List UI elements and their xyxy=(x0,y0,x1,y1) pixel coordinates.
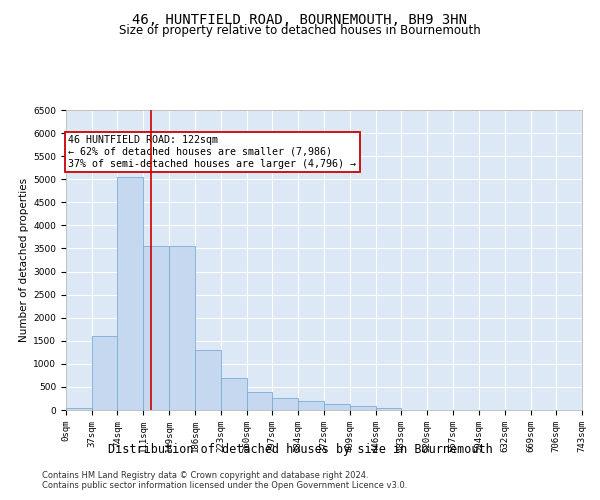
Text: 46 HUNTFIELD ROAD: 122sqm
← 62% of detached houses are smaller (7,986)
37% of se: 46 HUNTFIELD ROAD: 122sqm ← 62% of detac… xyxy=(68,136,356,168)
Bar xyxy=(118,177,143,410)
Text: Size of property relative to detached houses in Bournemouth: Size of property relative to detached ho… xyxy=(119,24,481,37)
Bar xyxy=(92,336,118,410)
Text: Distribution of detached houses by size in Bournemouth: Distribution of detached houses by size … xyxy=(107,442,493,456)
Bar xyxy=(143,246,169,410)
Bar xyxy=(169,246,195,410)
Bar xyxy=(66,408,92,410)
Bar xyxy=(298,401,325,410)
Y-axis label: Number of detached properties: Number of detached properties xyxy=(19,178,29,342)
Bar xyxy=(272,398,298,410)
Bar xyxy=(221,378,247,410)
Bar xyxy=(247,392,272,410)
Text: Contains public sector information licensed under the Open Government Licence v3: Contains public sector information licen… xyxy=(42,481,407,490)
Bar xyxy=(376,408,401,410)
Text: Contains HM Land Registry data © Crown copyright and database right 2024.: Contains HM Land Registry data © Crown c… xyxy=(42,471,368,480)
Bar xyxy=(350,406,376,410)
Bar xyxy=(195,350,221,410)
Text: 46, HUNTFIELD ROAD, BOURNEMOUTH, BH9 3HN: 46, HUNTFIELD ROAD, BOURNEMOUTH, BH9 3HN xyxy=(133,12,467,26)
Bar xyxy=(325,404,350,410)
